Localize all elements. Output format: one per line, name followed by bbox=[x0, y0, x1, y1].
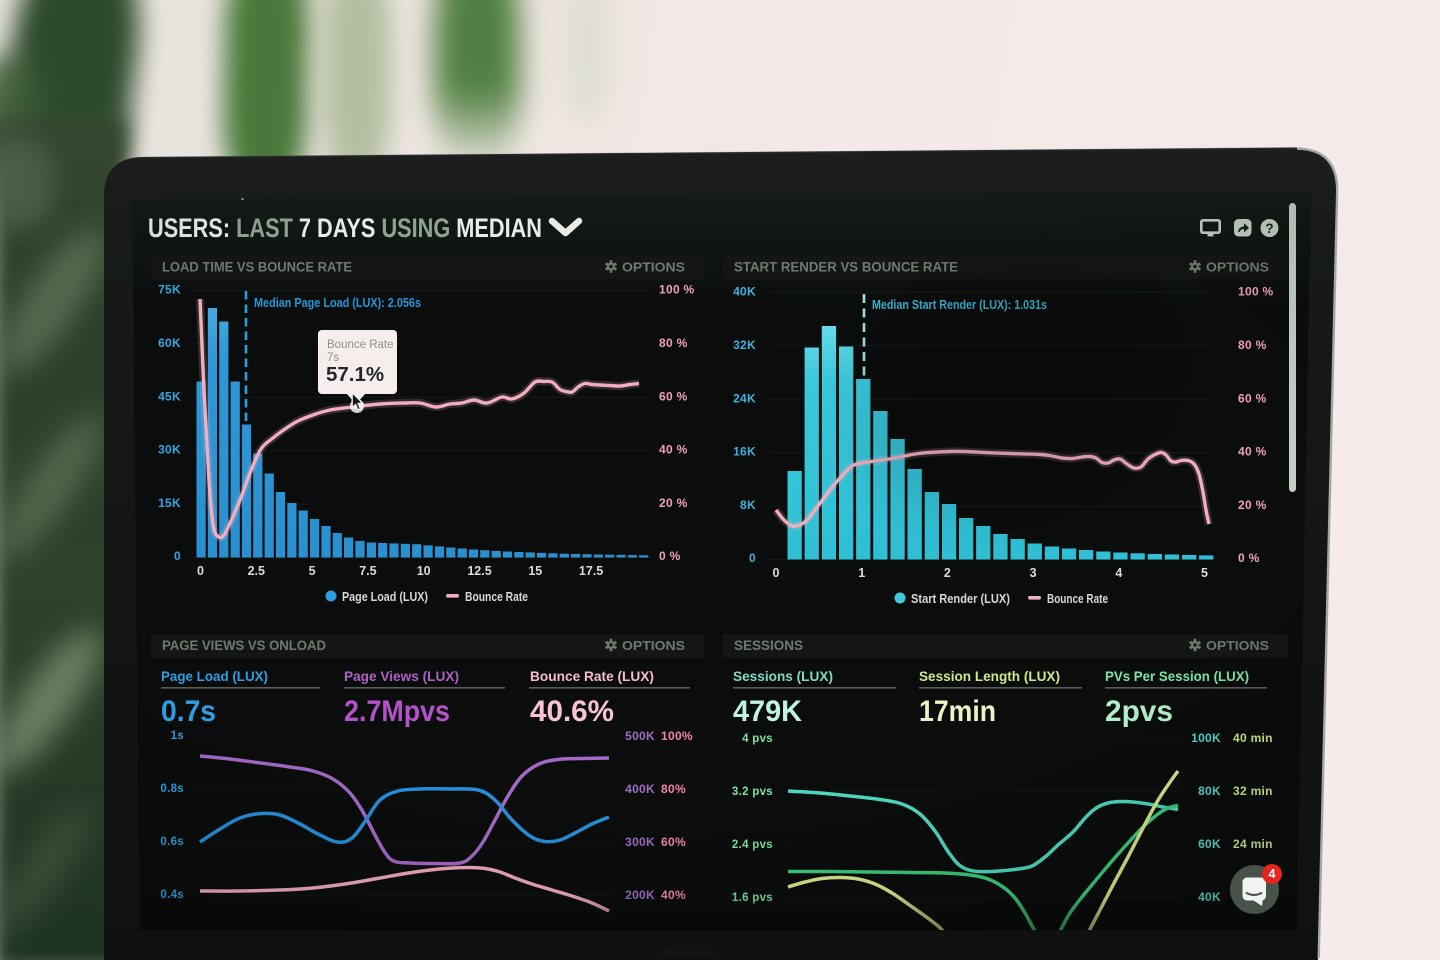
svg-text:MacBook Pro: MacBook Pro bbox=[662, 948, 713, 958]
svg-text:60K: 60K bbox=[158, 336, 181, 350]
svg-text:OPTIONS: OPTIONS bbox=[622, 639, 685, 653]
svg-text:0: 0 bbox=[197, 564, 204, 578]
svg-text:OPTIONS: OPTIONS bbox=[1206, 261, 1269, 275]
svg-text:45K: 45K bbox=[158, 389, 181, 403]
svg-text:OPTIONS: OPTIONS bbox=[1206, 639, 1269, 653]
svg-text:START RENDER VS BOUNCE RATE: START RENDER VS BOUNCE RATE bbox=[734, 260, 958, 275]
svg-text:75K: 75K bbox=[158, 283, 181, 297]
svg-text:20 %: 20 % bbox=[659, 496, 688, 510]
svg-text:7s: 7s bbox=[327, 352, 339, 364]
svg-text:0 %: 0 % bbox=[1238, 551, 1260, 565]
svg-text:40 min: 40 min bbox=[1233, 731, 1273, 745]
svg-text:40%: 40% bbox=[661, 888, 686, 902]
svg-text:16K: 16K bbox=[733, 445, 756, 459]
svg-text:Sessions (LUX): Sessions (LUX) bbox=[733, 668, 833, 684]
svg-text:15: 15 bbox=[528, 564, 542, 578]
svg-text:200K: 200K bbox=[625, 888, 655, 902]
svg-text:Page Load (LUX): Page Load (LUX) bbox=[161, 668, 268, 684]
svg-text:0.4s: 0.4s bbox=[160, 889, 184, 901]
svg-text:Session Length (LUX): Session Length (LUX) bbox=[919, 668, 1060, 684]
svg-text:24 min: 24 min bbox=[1233, 837, 1273, 851]
svg-text:32K: 32K bbox=[733, 338, 756, 352]
svg-text:100 %: 100 % bbox=[659, 283, 695, 297]
svg-text:1s: 1s bbox=[171, 730, 184, 742]
svg-text:0.8s: 0.8s bbox=[160, 783, 184, 795]
svg-text:20 %: 20 % bbox=[1238, 498, 1267, 512]
svg-text:4 pvs: 4 pvs bbox=[742, 733, 773, 745]
svg-text:300K: 300K bbox=[625, 835, 655, 849]
svg-text:2: 2 bbox=[944, 566, 951, 580]
svg-text:PVs Per Session (LUX): PVs Per Session (LUX) bbox=[1105, 668, 1249, 684]
svg-text:LOAD TIME VS BOUNCE RATE: LOAD TIME VS BOUNCE RATE bbox=[162, 260, 352, 275]
svg-text:Median Page Load (LUX): 2.056s: Median Page Load (LUX): 2.056s bbox=[254, 295, 421, 310]
svg-text:400K: 400K bbox=[625, 782, 655, 796]
svg-text:40K: 40K bbox=[733, 285, 756, 299]
svg-text:60 %: 60 % bbox=[659, 389, 688, 403]
svg-text:2pvs: 2pvs bbox=[1105, 695, 1173, 728]
svg-text:479K: 479K bbox=[733, 695, 802, 728]
svg-text:1: 1 bbox=[858, 566, 865, 580]
svg-text:SESSIONS: SESSIONS bbox=[734, 638, 803, 653]
svg-text:Start Render (LUX): Start Render (LUX) bbox=[911, 592, 1010, 606]
svg-text:15K: 15K bbox=[158, 496, 181, 510]
svg-text:40 %: 40 % bbox=[659, 443, 688, 457]
svg-text:100%: 100% bbox=[661, 729, 693, 743]
svg-text:10: 10 bbox=[417, 564, 431, 578]
svg-text:Page Views (LUX): Page Views (LUX) bbox=[344, 668, 459, 684]
svg-text:0.7s: 0.7s bbox=[161, 695, 216, 728]
svg-text:40K: 40K bbox=[1198, 890, 1221, 904]
svg-text:57.1%: 57.1% bbox=[326, 363, 384, 386]
svg-text:2.7Mpvs: 2.7Mpvs bbox=[344, 695, 450, 728]
svg-text:40.6%: 40.6% bbox=[530, 695, 614, 728]
svg-text:2.5: 2.5 bbox=[248, 564, 265, 578]
svg-text:12.5: 12.5 bbox=[467, 564, 491, 578]
svg-text:30K: 30K bbox=[158, 443, 181, 457]
svg-text:0: 0 bbox=[174, 549, 181, 563]
svg-text:40 %: 40 % bbox=[1238, 445, 1267, 459]
svg-text:PAGE VIEWS VS ONLOAD: PAGE VIEWS VS ONLOAD bbox=[162, 638, 326, 653]
svg-text:100 %: 100 % bbox=[1238, 285, 1274, 299]
svg-text:5: 5 bbox=[309, 564, 316, 578]
svg-text:60K: 60K bbox=[1198, 837, 1221, 851]
svg-text:Bounce Rate: Bounce Rate bbox=[1047, 592, 1108, 606]
svg-text:OPTIONS: OPTIONS bbox=[622, 261, 685, 275]
svg-text:USERS: LAST 7 DAYS USING MEDIA: USERS: LAST 7 DAYS USING MEDIAN bbox=[148, 213, 542, 243]
svg-text:Page Load (LUX): Page Load (LUX) bbox=[342, 590, 428, 604]
svg-text:32 min: 32 min bbox=[1233, 784, 1273, 798]
svg-text:Bounce Rate: Bounce Rate bbox=[465, 590, 528, 604]
svg-text:80 %: 80 % bbox=[659, 336, 688, 350]
svg-text:0.6s: 0.6s bbox=[160, 836, 184, 848]
svg-text:24K: 24K bbox=[733, 391, 756, 405]
svg-text:5: 5 bbox=[1201, 566, 1208, 580]
svg-text:Median Start Render (LUX): 1.0: Median Start Render (LUX): 1.031s bbox=[872, 297, 1047, 312]
svg-text:17.5: 17.5 bbox=[579, 564, 603, 578]
svg-text:Bounce Rate (LUX): Bounce Rate (LUX) bbox=[530, 668, 654, 684]
svg-text:80K: 80K bbox=[1198, 784, 1221, 798]
svg-text:4: 4 bbox=[1115, 566, 1122, 580]
svg-text:80%: 80% bbox=[661, 782, 686, 796]
svg-text:500K: 500K bbox=[625, 729, 655, 743]
svg-text:2.4 pvs: 2.4 pvs bbox=[732, 839, 773, 851]
svg-text:0: 0 bbox=[773, 566, 780, 580]
svg-text:?: ? bbox=[1265, 221, 1273, 236]
svg-text:1.6 pvs: 1.6 pvs bbox=[732, 892, 773, 904]
svg-text:0 %: 0 % bbox=[659, 549, 681, 563]
svg-text:3.2 pvs: 3.2 pvs bbox=[732, 786, 773, 798]
svg-text:7.5: 7.5 bbox=[359, 564, 376, 578]
svg-text:80 %: 80 % bbox=[1238, 338, 1267, 352]
svg-text:60 %: 60 % bbox=[1238, 391, 1267, 405]
svg-text:17min: 17min bbox=[919, 695, 996, 728]
svg-text:0: 0 bbox=[749, 551, 756, 565]
svg-text:100K: 100K bbox=[1191, 731, 1221, 745]
svg-text:3: 3 bbox=[1030, 566, 1037, 580]
svg-text:60%: 60% bbox=[661, 835, 686, 849]
svg-text:8K: 8K bbox=[740, 498, 756, 512]
svg-text:Bounce Rate: Bounce Rate bbox=[327, 339, 394, 351]
